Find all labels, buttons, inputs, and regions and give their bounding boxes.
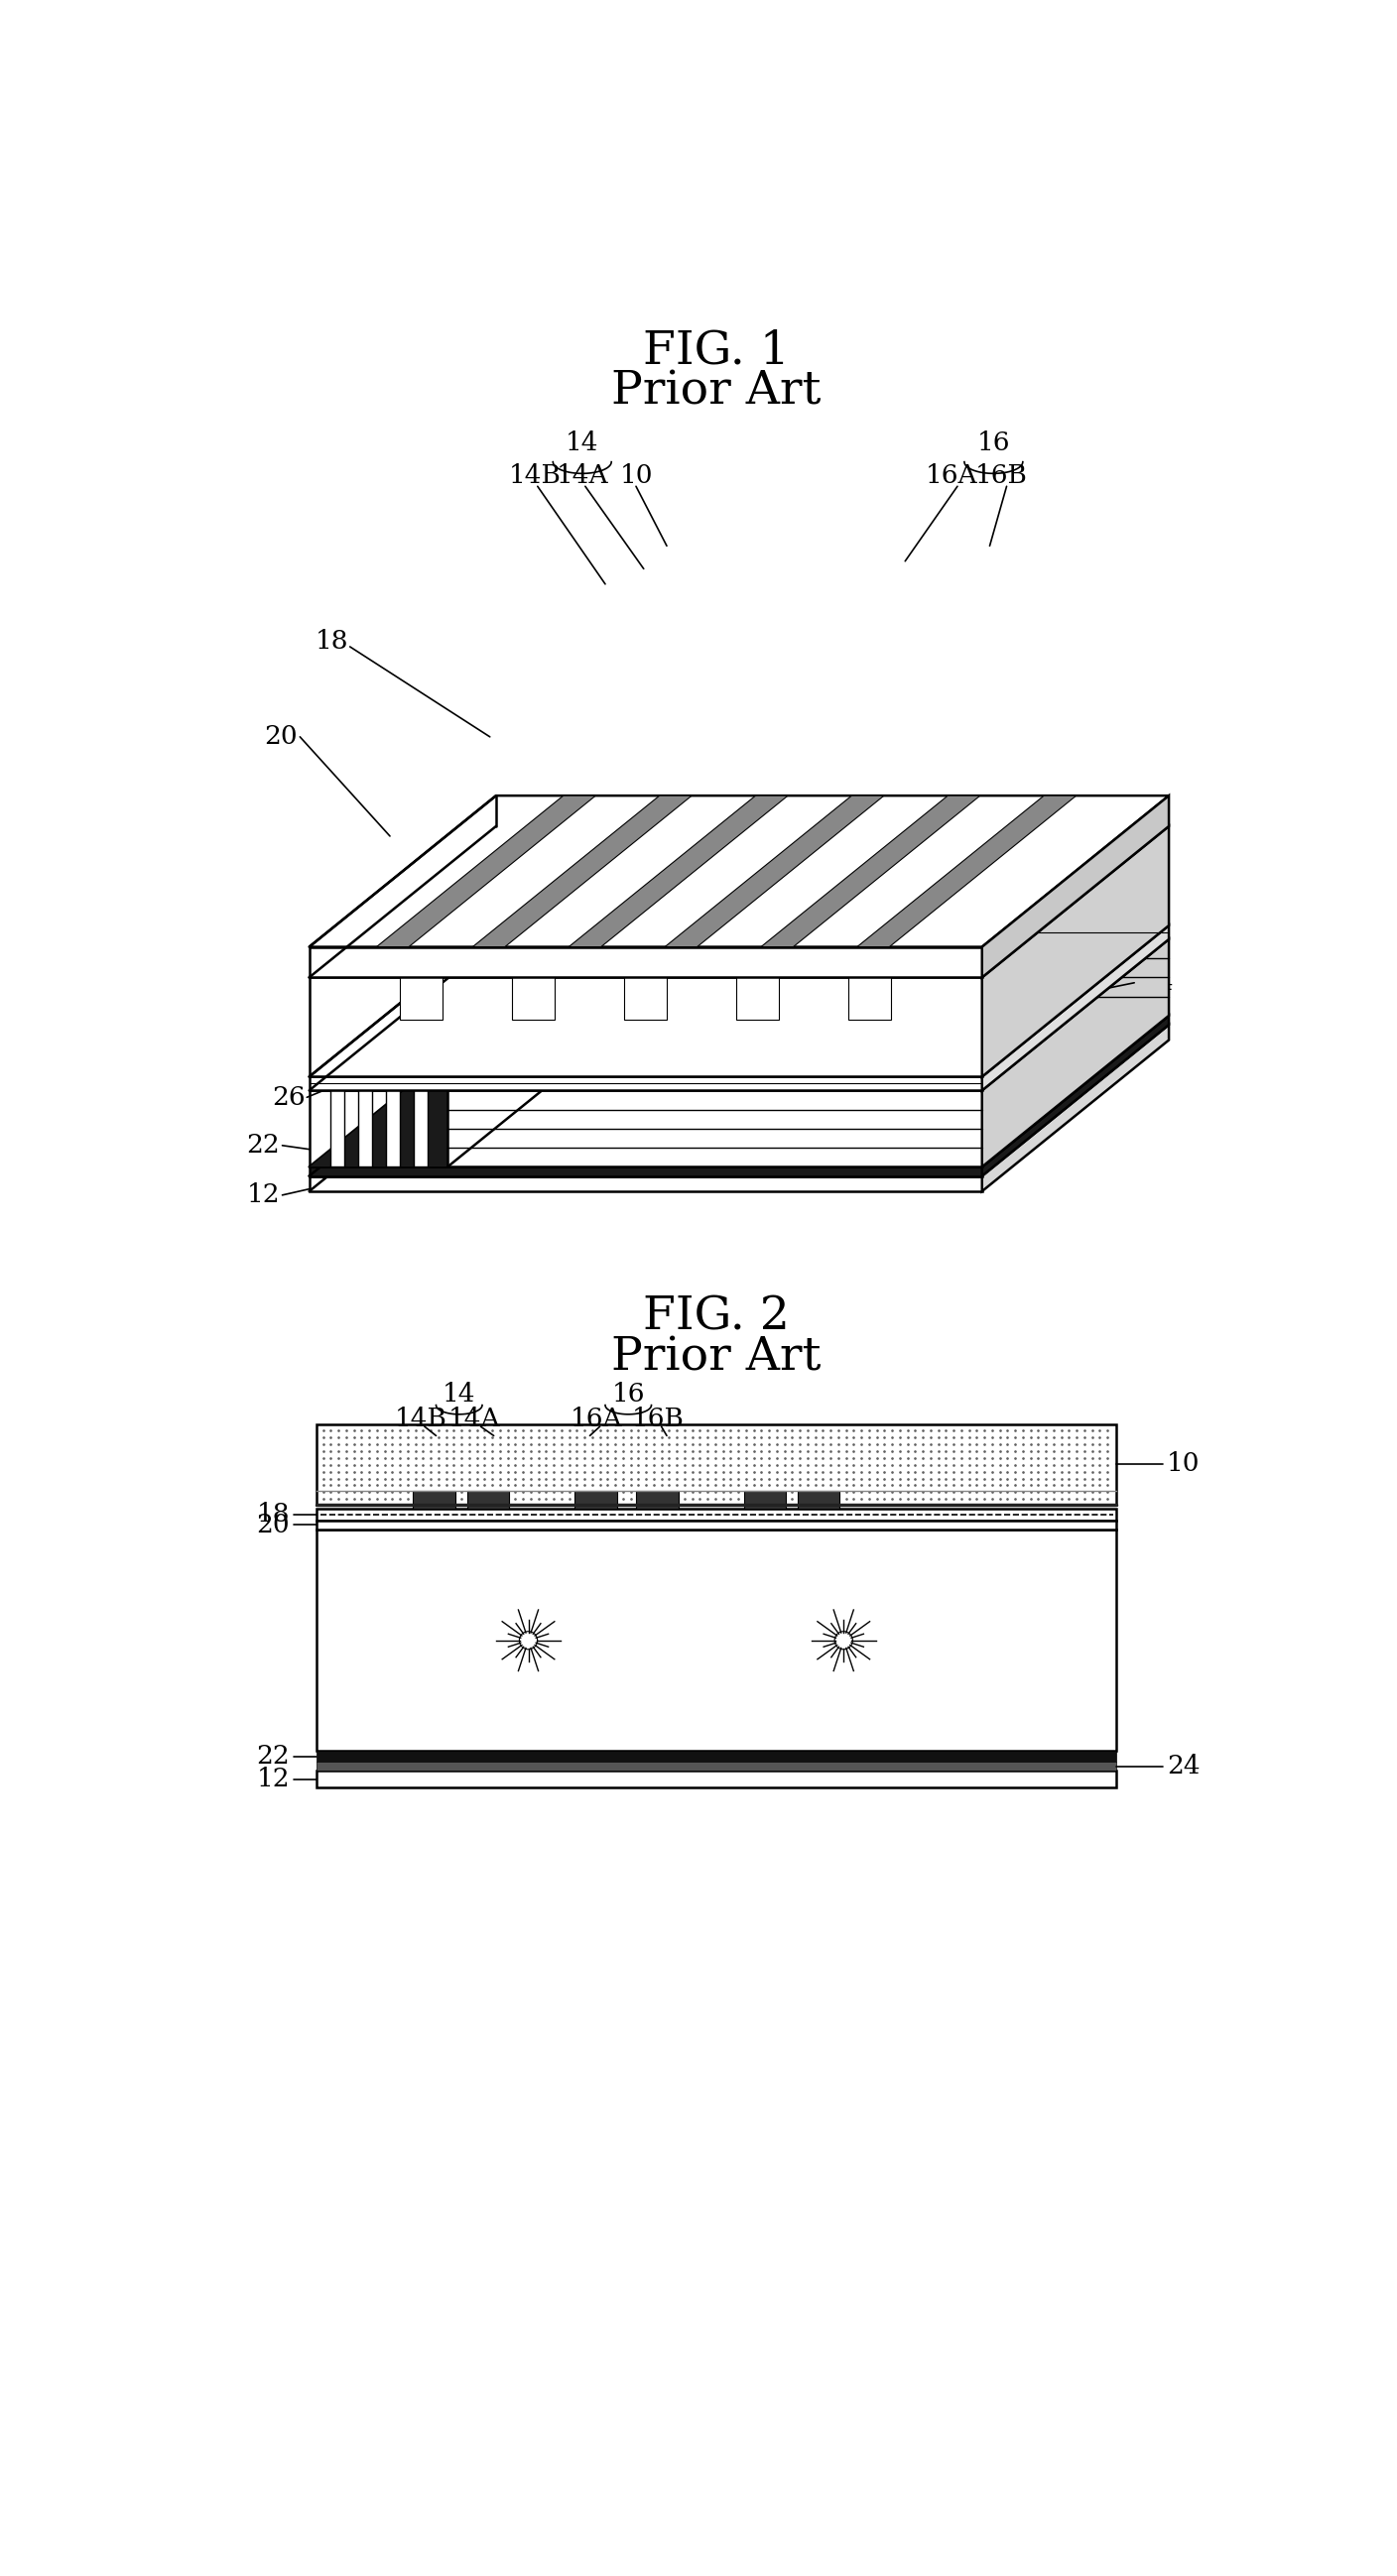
Polygon shape: [982, 1015, 1169, 1177]
Text: 20: 20: [257, 1512, 289, 1538]
Text: 10: 10: [1166, 1450, 1200, 1476]
Text: 16: 16: [977, 430, 1010, 456]
Polygon shape: [849, 976, 891, 1020]
Text: 22: 22: [246, 1133, 279, 1157]
Polygon shape: [665, 796, 884, 948]
Text: 26: 26: [272, 1084, 305, 1110]
Polygon shape: [624, 827, 854, 976]
Polygon shape: [309, 1077, 982, 1090]
Polygon shape: [317, 1752, 1116, 1762]
Text: Prior Art: Prior Art: [610, 368, 821, 415]
Text: Prior Art: Prior Art: [610, 1334, 821, 1381]
Text: 18: 18: [257, 1502, 289, 1528]
Text: 16B: 16B: [975, 464, 1027, 487]
Polygon shape: [624, 976, 666, 1020]
Polygon shape: [414, 1090, 427, 1167]
Polygon shape: [736, 976, 780, 1020]
Text: 14B: 14B: [394, 1406, 447, 1432]
Text: 24: 24: [1141, 971, 1173, 994]
Polygon shape: [400, 827, 629, 976]
Text: 20: 20: [264, 724, 298, 750]
Polygon shape: [849, 827, 1078, 976]
Text: 10: 10: [619, 464, 652, 487]
Text: 16A: 16A: [925, 464, 978, 487]
Polygon shape: [982, 940, 1169, 1167]
Polygon shape: [569, 796, 788, 948]
Polygon shape: [447, 940, 1169, 1090]
Text: 14A: 14A: [556, 464, 608, 487]
Text: 18: 18: [316, 629, 349, 654]
Polygon shape: [574, 1492, 616, 1507]
Polygon shape: [414, 1492, 455, 1507]
Polygon shape: [400, 976, 443, 1020]
Polygon shape: [636, 1492, 679, 1507]
Polygon shape: [982, 827, 1169, 1077]
Polygon shape: [317, 1770, 1116, 1788]
Polygon shape: [359, 1090, 372, 1167]
Polygon shape: [309, 976, 982, 1077]
Text: 16A: 16A: [570, 1406, 622, 1432]
Text: 12: 12: [257, 1767, 289, 1793]
Text: 24: 24: [1166, 1754, 1200, 1780]
Polygon shape: [798, 1492, 840, 1507]
Polygon shape: [309, 1015, 1169, 1167]
Polygon shape: [309, 925, 1169, 1077]
Polygon shape: [472, 796, 692, 948]
Polygon shape: [309, 1090, 447, 1167]
Polygon shape: [982, 796, 1169, 976]
Text: 14B: 14B: [509, 464, 560, 487]
Polygon shape: [331, 1090, 345, 1167]
Polygon shape: [309, 948, 982, 976]
Polygon shape: [447, 1090, 982, 1167]
Polygon shape: [467, 1492, 509, 1507]
Polygon shape: [317, 1507, 1116, 1520]
Text: 16: 16: [612, 1381, 645, 1406]
Polygon shape: [309, 827, 1169, 976]
Text: 22: 22: [256, 1744, 289, 1770]
Polygon shape: [309, 1025, 1169, 1177]
Text: 28: 28: [1108, 914, 1141, 940]
Polygon shape: [376, 796, 595, 948]
Polygon shape: [982, 1025, 1169, 1190]
Polygon shape: [858, 796, 1076, 948]
Text: 14: 14: [443, 1381, 476, 1406]
Polygon shape: [386, 1090, 400, 1167]
Polygon shape: [447, 1015, 1169, 1167]
Text: 12: 12: [246, 1182, 279, 1208]
Polygon shape: [513, 827, 742, 976]
Text: 14: 14: [566, 430, 599, 456]
Text: 14A: 14A: [448, 1406, 500, 1432]
Polygon shape: [317, 1425, 1116, 1504]
Text: FIG. 1: FIG. 1: [643, 330, 789, 374]
Polygon shape: [309, 1025, 1169, 1177]
Text: 16B: 16B: [631, 1406, 683, 1432]
Text: FIG. 2: FIG. 2: [643, 1296, 789, 1340]
Polygon shape: [309, 796, 1169, 948]
Polygon shape: [309, 1177, 982, 1190]
Polygon shape: [982, 925, 1169, 1090]
Polygon shape: [317, 1520, 1116, 1530]
Polygon shape: [761, 796, 981, 948]
Polygon shape: [513, 976, 555, 1020]
Polygon shape: [743, 1492, 787, 1507]
Polygon shape: [736, 827, 965, 976]
Polygon shape: [309, 1167, 982, 1177]
Polygon shape: [317, 1530, 1116, 1752]
Polygon shape: [317, 1762, 1116, 1770]
